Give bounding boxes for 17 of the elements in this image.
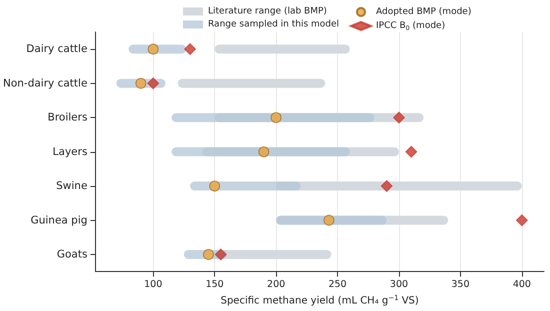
x-tick-label: 350: [451, 279, 470, 290]
y-tick-label: Broilers: [48, 112, 88, 124]
y-tick-label: Non-dairy cattle: [2, 77, 88, 90]
x-tick-label: 200: [267, 279, 286, 290]
x-tick-label: 100: [144, 279, 162, 290]
legend-label: Adopted BMP (mode): [376, 7, 472, 17]
x-tick-label: 300: [390, 279, 408, 290]
legend-label: Literature range (lab BMP): [208, 6, 327, 16]
x-tick-label: 150: [206, 279, 224, 290]
y-tick-label: Goats: [56, 248, 88, 260]
y-tick-label: Layers: [52, 146, 88, 158]
x-tick-label: 250: [328, 279, 347, 290]
legend-label: Range sampled in this model: [208, 20, 340, 30]
y-tick-label: Swine: [56, 180, 88, 192]
x-tick-label: 400: [512, 279, 531, 290]
y-tick-label: Guinea pig: [30, 214, 88, 226]
y-tick-label: Dairy cattle: [26, 43, 88, 56]
